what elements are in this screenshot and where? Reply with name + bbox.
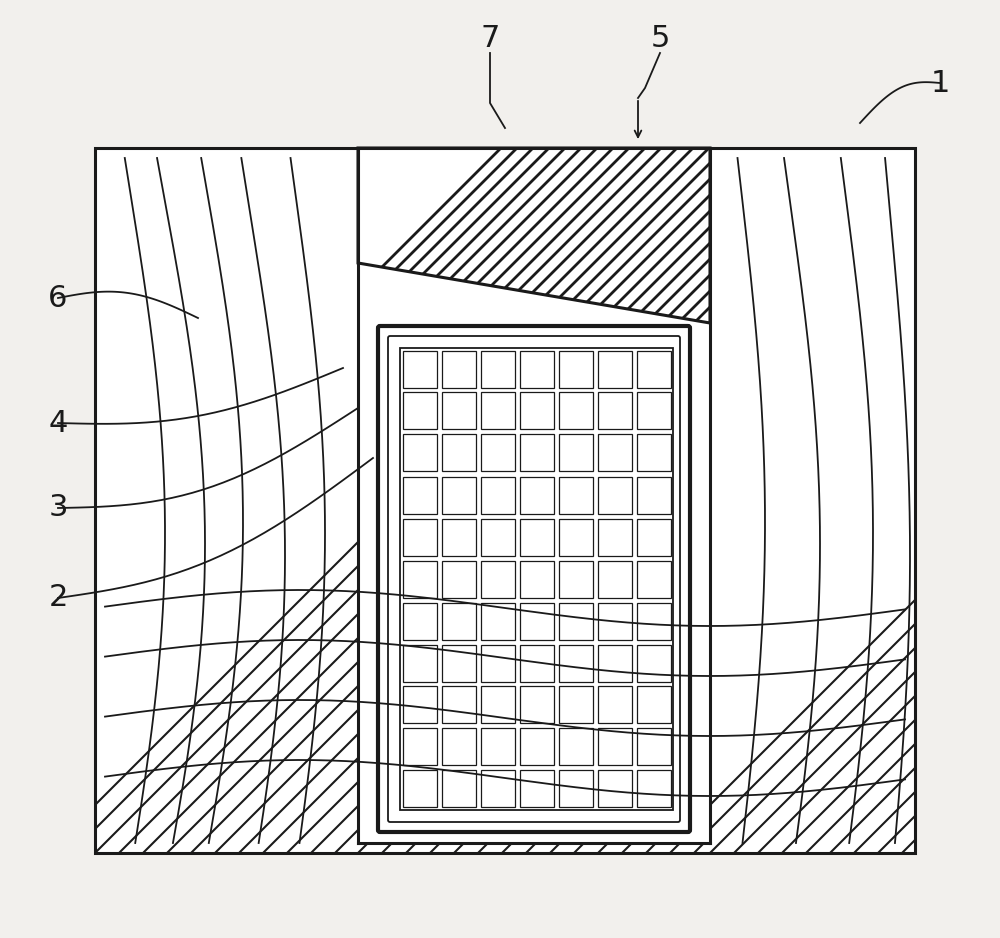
Text: 1: 1 [930, 68, 950, 98]
Bar [637, 519, 670, 555]
Bar [480, 729, 514, 765]
Bar [402, 602, 436, 640]
Bar [558, 770, 592, 808]
Text: 6: 6 [48, 283, 68, 312]
Bar [480, 687, 514, 723]
Bar [598, 770, 632, 808]
Bar [442, 770, 476, 808]
Bar [637, 561, 670, 598]
Bar [442, 687, 476, 723]
Bar [442, 644, 476, 682]
Bar [558, 392, 592, 430]
Bar [558, 729, 592, 765]
Bar [442, 519, 476, 555]
Bar [520, 519, 554, 555]
Bar [637, 644, 670, 682]
Bar [598, 434, 632, 472]
Bar [520, 434, 554, 472]
Bar [598, 602, 632, 640]
Bar [598, 644, 632, 682]
Bar [558, 644, 592, 682]
Bar [598, 729, 632, 765]
Bar [637, 687, 670, 723]
Bar [480, 602, 514, 640]
Bar [637, 729, 670, 765]
Bar [520, 561, 554, 598]
Text: 4: 4 [48, 409, 68, 437]
Bar [637, 434, 670, 472]
Bar [400, 348, 673, 810]
Text: 3: 3 [48, 493, 68, 522]
Bar [402, 561, 436, 598]
Bar [480, 392, 514, 430]
Bar [480, 644, 514, 682]
Bar [95, 148, 915, 853]
Bar [598, 687, 632, 723]
Bar [480, 477, 514, 513]
Bar [598, 351, 632, 387]
Bar [558, 434, 592, 472]
Bar [402, 729, 436, 765]
Bar [520, 351, 554, 387]
FancyBboxPatch shape [378, 326, 690, 832]
Bar [480, 770, 514, 808]
Bar [520, 477, 554, 513]
Bar [358, 148, 710, 843]
Bar [402, 770, 436, 808]
Bar [637, 602, 670, 640]
Bar [520, 687, 554, 723]
Bar [402, 519, 436, 555]
Text: 2: 2 [48, 583, 68, 613]
Bar [480, 519, 514, 555]
Bar [442, 477, 476, 513]
Bar [637, 351, 670, 387]
Bar [442, 351, 476, 387]
Polygon shape [358, 148, 710, 323]
Bar [558, 477, 592, 513]
Bar [480, 561, 514, 598]
Bar [637, 477, 670, 513]
Bar [598, 477, 632, 513]
Bar [402, 392, 436, 430]
Bar [402, 351, 436, 387]
FancyBboxPatch shape [388, 336, 680, 822]
Bar [598, 392, 632, 430]
Bar [442, 434, 476, 472]
Bar [558, 351, 592, 387]
Bar [520, 644, 554, 682]
Bar [520, 602, 554, 640]
Bar [480, 351, 514, 387]
Bar [598, 519, 632, 555]
Bar [402, 687, 436, 723]
Text: 5: 5 [650, 23, 670, 53]
Bar [442, 392, 476, 430]
Bar [598, 561, 632, 598]
Bar [558, 602, 592, 640]
Bar [520, 729, 554, 765]
Bar [637, 392, 670, 430]
Bar [442, 729, 476, 765]
Bar [558, 561, 592, 598]
Bar [637, 770, 670, 808]
Bar [95, 148, 915, 853]
Bar [520, 392, 554, 430]
Bar [480, 434, 514, 472]
Bar [520, 770, 554, 808]
Bar [380, 328, 688, 830]
Bar [402, 477, 436, 513]
Bar [402, 434, 436, 472]
Bar [558, 687, 592, 723]
Text: 7: 7 [480, 23, 500, 53]
Bar [558, 519, 592, 555]
Bar [442, 561, 476, 598]
Bar [442, 602, 476, 640]
Bar [402, 644, 436, 682]
